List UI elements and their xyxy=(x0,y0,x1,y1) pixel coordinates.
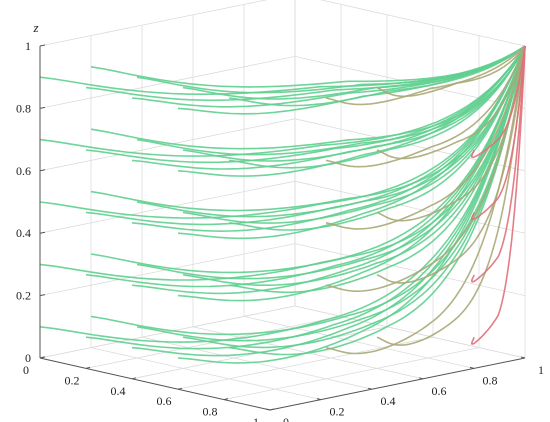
trajectory-curve xyxy=(136,45,526,94)
x-tick-mark xyxy=(177,387,183,390)
y-tick-mark xyxy=(469,366,475,369)
x-tick-mark xyxy=(223,398,229,401)
trajectory-curve xyxy=(131,45,526,357)
z-tick-label: 0.6 xyxy=(16,164,31,178)
trajectory-curve xyxy=(228,45,526,356)
trajectory-curve xyxy=(376,45,526,160)
x-tick-label: 0.8 xyxy=(203,405,218,419)
trajectory-curve xyxy=(325,45,526,168)
grid-line xyxy=(294,180,526,234)
trajectory-curve xyxy=(39,45,526,157)
trajectory-curve xyxy=(376,45,526,98)
z-tick-label: 0.8 xyxy=(16,101,31,115)
z-tick-mark xyxy=(39,44,46,47)
x-tick-mark xyxy=(39,356,45,359)
z-tick-mark xyxy=(39,294,46,297)
trajectory-curve xyxy=(177,45,526,177)
trajectory-curve xyxy=(470,45,526,159)
grid-line xyxy=(319,0,526,47)
grid-line xyxy=(90,347,322,400)
grid-line xyxy=(39,0,268,47)
trajectory-curve xyxy=(228,45,526,169)
y-tick-mark xyxy=(265,408,271,411)
x-tick-mark xyxy=(269,408,275,411)
trajectory-curve xyxy=(470,45,526,345)
trajectory-curves xyxy=(39,45,526,364)
z-tick-mark xyxy=(39,106,46,109)
y-tick-mark xyxy=(520,356,526,359)
trajectory-curve xyxy=(325,45,526,106)
trajectory-curve xyxy=(136,45,526,218)
grid-line xyxy=(294,305,526,359)
tick-labels: 0 0.2 0.4 0.6 0.8 1 0 0.2 0.4 0.6 0.8 1 0 0.2 0.4 0.6 0.… xyxy=(16,20,544,422)
trajectory-curve xyxy=(228,45,526,294)
trajectory-curve xyxy=(39,45,526,281)
x-tick-mark xyxy=(85,366,91,369)
x-tick-label: 0.4 xyxy=(111,384,126,398)
grid-line xyxy=(294,243,526,296)
trajectory-curve xyxy=(376,45,526,346)
trajectory-curve xyxy=(131,45,526,233)
trajectory-curve xyxy=(376,45,526,284)
y-tick-mark xyxy=(418,377,424,380)
trajectory-curve xyxy=(228,45,526,107)
trajectory-curve xyxy=(325,45,526,230)
x-tick-label: 0.6 xyxy=(157,394,172,408)
trajectory-curve xyxy=(228,45,526,231)
z-tick-label: 0.2 xyxy=(16,289,31,303)
trajectory-curve xyxy=(325,45,526,293)
x-axis-line xyxy=(39,357,271,411)
trajectory-curve xyxy=(85,45,526,288)
y-tick-label: 0.4 xyxy=(381,394,396,408)
y-tick-mark xyxy=(316,398,322,401)
y-tick-mark xyxy=(367,387,373,390)
x-tick-label: 1 xyxy=(253,415,259,422)
axes xyxy=(39,44,526,411)
trajectory-curve xyxy=(470,45,526,283)
x-tick-label: 0.2 xyxy=(65,373,80,387)
grid-line xyxy=(223,347,480,400)
y-axis-line xyxy=(269,357,526,411)
trajectory-curve xyxy=(182,45,526,224)
z-tick-label: 0 xyxy=(25,351,31,365)
y-tick-label: 0 xyxy=(283,415,289,422)
grid-line xyxy=(243,316,475,369)
y-tick-label: 0.2 xyxy=(330,405,345,419)
z-tick-label: 1 xyxy=(25,39,31,53)
z-tick-mark xyxy=(39,231,46,234)
trajectory-curve xyxy=(177,45,526,240)
trajectory-curve xyxy=(182,45,526,162)
x-tick-label: 0 xyxy=(23,363,29,377)
trajectory-curve xyxy=(85,45,526,350)
trajectory-curve xyxy=(177,45,526,115)
trajectory-curve xyxy=(177,45,526,364)
y-tick-label: 0.6 xyxy=(432,384,447,398)
z-tick-mark xyxy=(39,169,46,172)
z-axis-label: z xyxy=(32,20,38,35)
z-tick-label: 0.4 xyxy=(16,226,31,240)
x-tick-mark xyxy=(131,377,137,380)
trajectory-curve xyxy=(85,45,526,226)
x-axis-label: x xyxy=(121,420,128,422)
grid-line xyxy=(141,336,373,390)
y-tick-label: 0.8 xyxy=(483,373,498,387)
y-axis-label: y xyxy=(425,416,433,422)
trajectory-curve xyxy=(470,45,526,221)
y-tick-label: 1 xyxy=(538,363,544,377)
trajectory-curve xyxy=(90,45,526,274)
